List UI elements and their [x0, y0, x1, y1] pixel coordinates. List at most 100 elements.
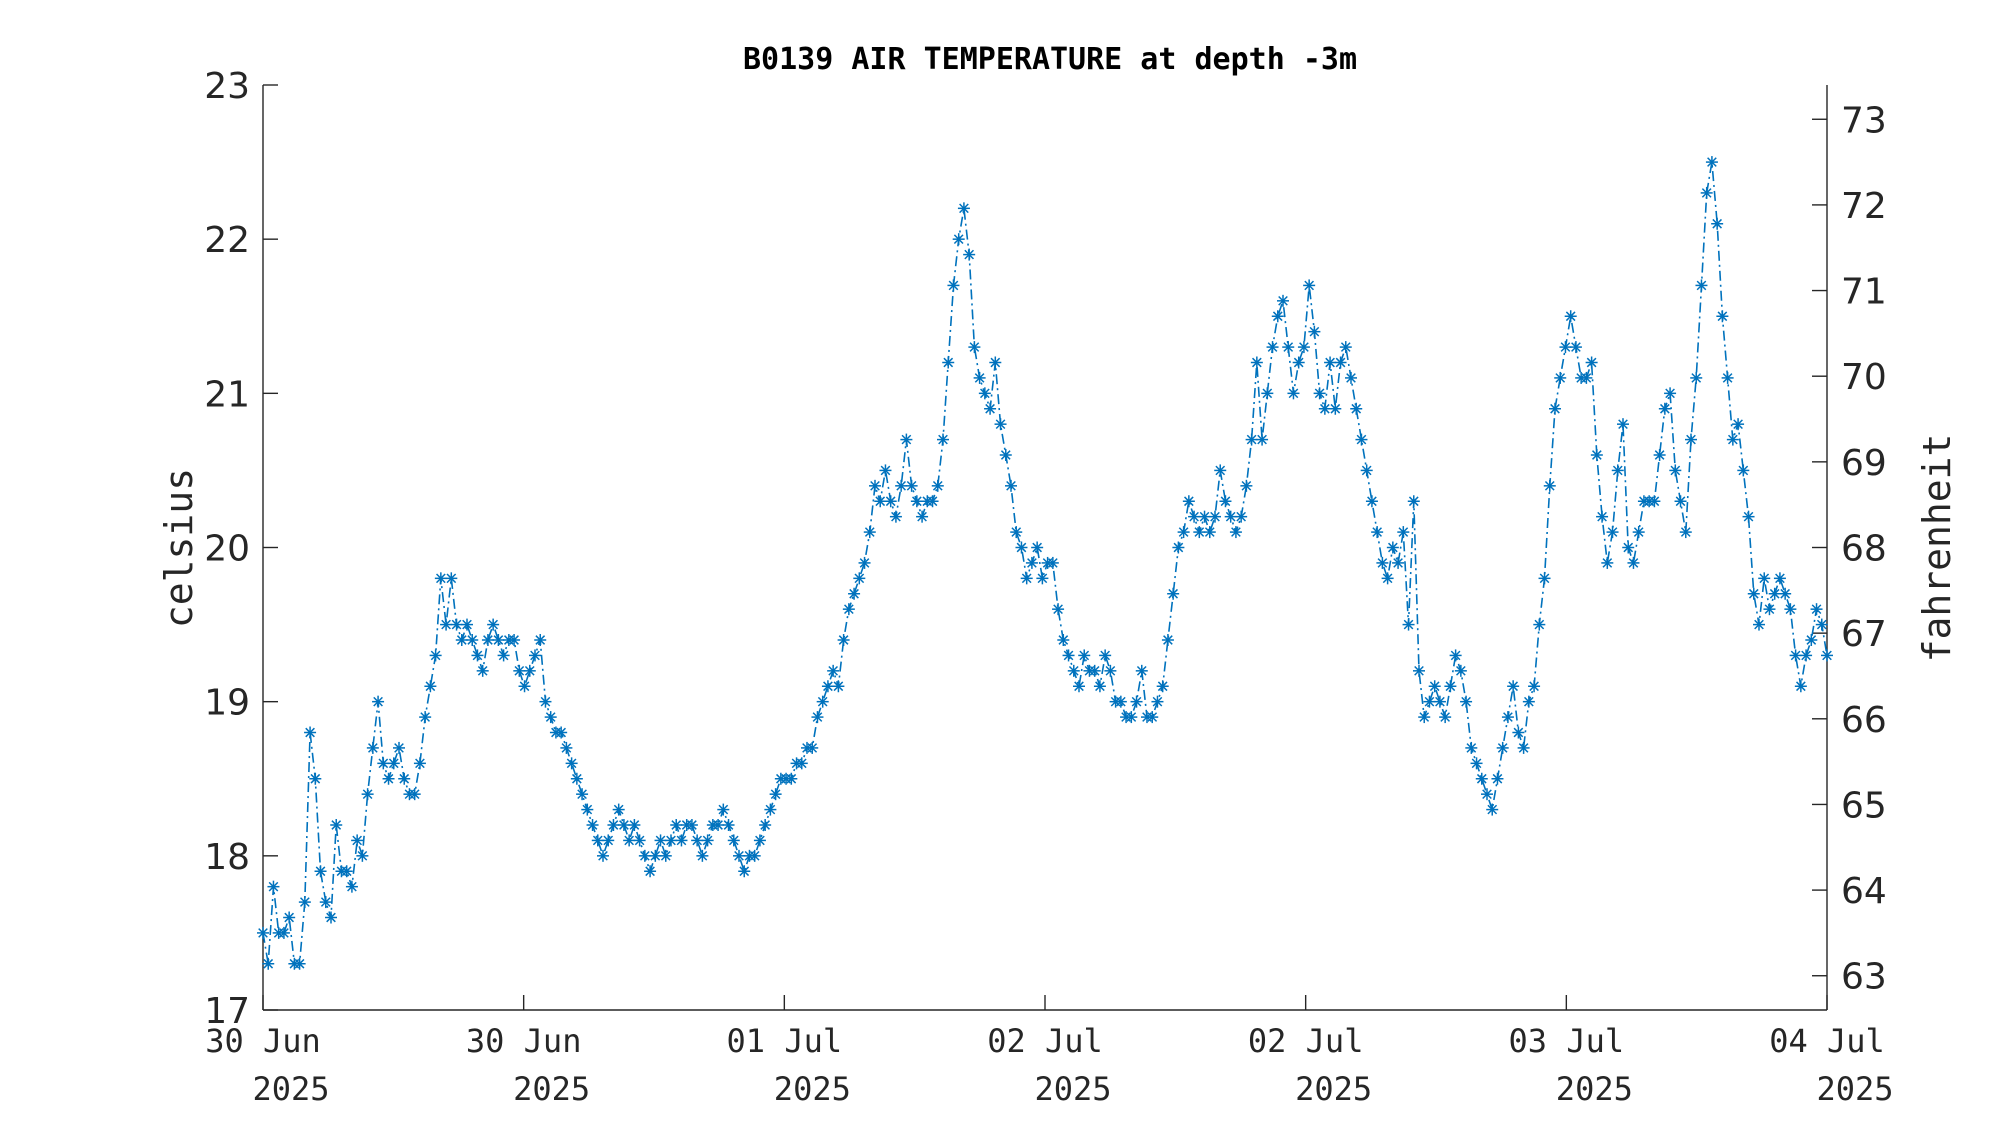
x-tick-year-label: 2025	[1034, 1070, 1111, 1108]
data-point-marker	[1439, 711, 1452, 724]
data-point-marker	[999, 449, 1012, 461]
data-point-marker	[345, 880, 358, 893]
data-point-marker	[764, 803, 777, 816]
data-point-marker	[534, 634, 547, 646]
data-point-marker	[1491, 772, 1504, 785]
left-y-tick-label: 23	[204, 66, 250, 107]
data-point-marker	[1721, 371, 1734, 384]
data-point-marker	[1810, 603, 1823, 616]
data-point-marker	[733, 849, 745, 862]
data-point-marker	[753, 834, 766, 847]
data-point-marker	[617, 819, 630, 831]
data-point-marker	[1350, 402, 1363, 415]
data-point-marker	[1517, 741, 1530, 754]
data-point-marker	[1763, 603, 1776, 616]
data-point-marker	[487, 618, 500, 631]
data-point-marker	[356, 849, 369, 862]
data-point-marker	[1203, 526, 1216, 539]
data-point-marker	[586, 819, 599, 831]
data-point-marker	[1627, 556, 1640, 569]
data-point-marker	[1475, 772, 1488, 785]
x-tick-date-label: 02 Jul	[987, 1022, 1103, 1060]
data-point-marker	[1423, 695, 1436, 708]
data-point-marker	[1360, 464, 1373, 477]
data-point-marker	[1057, 634, 1070, 646]
data-point-marker	[523, 664, 536, 677]
data-point-marker	[1679, 526, 1692, 539]
data-point-marker	[628, 819, 641, 831]
data-point-marker	[612, 803, 625, 816]
data-point-marker	[1460, 695, 1473, 708]
data-point-marker	[1569, 341, 1582, 354]
data-point-marker	[1742, 510, 1755, 523]
data-point-marker	[717, 803, 730, 816]
data-point-marker	[1507, 680, 1520, 693]
data-point-marker	[874, 495, 887, 508]
data-point-marker	[1407, 495, 1420, 508]
data-point-marker	[1088, 664, 1101, 677]
data-point-marker	[1559, 341, 1572, 354]
data-point-marker	[806, 741, 819, 754]
data-point-marker	[1271, 310, 1284, 323]
right-y-tick-label: 66	[1841, 700, 1887, 741]
data-point-marker	[1318, 402, 1331, 415]
data-point-marker	[570, 772, 583, 785]
data-point-marker	[1606, 526, 1619, 539]
data-point-marker	[1078, 649, 1091, 662]
data-point-marker	[1381, 572, 1394, 585]
data-point-marker	[670, 819, 683, 831]
data-point-marker	[696, 849, 709, 862]
right-y-tick-label: 70	[1841, 357, 1887, 398]
data-point-marker	[429, 649, 442, 662]
x-axis-ticks: 30 Jun 2025 30 Jun 2025 01 Jul 2025 02 Jul 2025…	[205, 995, 1894, 1108]
data-point-marker	[513, 664, 526, 677]
data-point-marker	[1167, 587, 1180, 600]
data-point-marker	[1198, 510, 1211, 523]
data-point-marker	[455, 634, 468, 646]
data-point-marker	[748, 849, 761, 862]
x-tick-year-label: 2025	[252, 1070, 329, 1108]
data-point-marker	[408, 788, 421, 801]
data-point-marker	[963, 248, 976, 261]
data-point-marker	[309, 772, 322, 785]
data-point-marker	[1789, 649, 1802, 662]
data-point-marker	[262, 957, 275, 970]
data-point-marker	[1747, 587, 1760, 600]
data-point-marker	[1099, 649, 1112, 662]
data-point-marker	[858, 556, 871, 569]
data-point-marker	[581, 803, 594, 816]
data-point-marker	[931, 479, 944, 492]
data-point-marker	[440, 618, 453, 631]
data-point-marker	[1470, 757, 1483, 770]
data-point-marker	[1711, 217, 1724, 230]
data-point-marker	[685, 819, 698, 831]
data-point-marker	[413, 757, 426, 770]
data-point-marker	[340, 865, 353, 878]
data-point-marker	[424, 680, 437, 693]
left-y-tick-label: 19	[204, 683, 250, 724]
data-point-marker	[1753, 618, 1765, 631]
right-y-tick-label: 72	[1841, 186, 1887, 227]
data-point-marker	[257, 926, 269, 939]
data-point-marker	[1093, 680, 1106, 693]
data-point-marker	[884, 495, 897, 508]
data-point-marker	[602, 834, 615, 847]
right-y-tick-label: 64	[1841, 871, 1887, 912]
data-point-marker	[1549, 402, 1561, 415]
temperature-series-markers	[257, 156, 1833, 970]
data-point-marker	[529, 649, 541, 662]
data-point-marker	[1020, 572, 1033, 585]
data-point-marker	[1418, 711, 1431, 724]
data-point-marker	[1031, 541, 1044, 554]
data-point-marker	[1062, 649, 1075, 662]
right-y-tick-label: 69	[1841, 443, 1887, 484]
data-point-marker	[508, 634, 521, 646]
data-point-marker	[1486, 803, 1499, 816]
data-point-marker	[1235, 510, 1248, 523]
data-point-marker	[1716, 310, 1729, 323]
data-point-marker	[560, 741, 573, 754]
data-point-marker	[738, 865, 751, 878]
data-point-marker	[952, 233, 965, 246]
data-point-marker	[633, 834, 646, 847]
data-point-marker	[1653, 449, 1666, 461]
